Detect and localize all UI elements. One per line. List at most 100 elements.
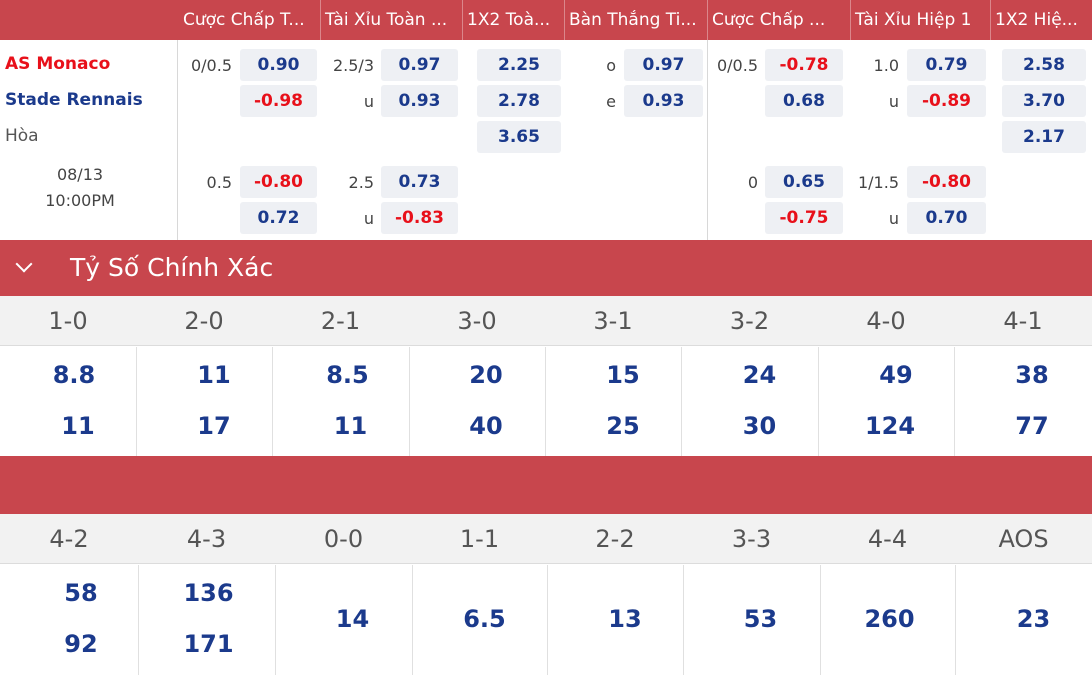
score-home-odd[interactable]: 8.5 (326, 361, 369, 389)
h1-handicap-away-odd[interactable]: 0.68 (765, 85, 843, 117)
score-label: 3-1 (593, 307, 633, 335)
col-handicap-full[interactable]: Cược Chấp T... (183, 10, 305, 30)
score-home-odd[interactable]: 8.8 (52, 361, 96, 389)
odds-header: Cược Chấp T... Tài Xỉu Toàn ... 1X2 Toà.… (0, 0, 1092, 40)
score-home-odd[interactable]: 24 (742, 361, 777, 389)
under-label-alt: u (363, 209, 374, 228)
score-away-odd[interactable]: 11 (333, 412, 368, 440)
score-label: 4-2 (49, 525, 89, 553)
score-away-odd[interactable]: 77 (1015, 412, 1049, 440)
header-divider (564, 0, 565, 40)
header-divider (990, 0, 991, 40)
score-away-odd[interactable]: 124 (864, 412, 916, 440)
h1-under-odd-alt[interactable]: 0.70 (907, 202, 986, 234)
score-home-odd[interactable]: 38 (1015, 361, 1049, 389)
away-team-name[interactable]: Stade Rennais (5, 90, 143, 110)
score-home-odd[interactable]: 20 (469, 361, 503, 389)
score-away-odd[interactable]: 25 (606, 412, 640, 440)
handicap-line-alt: 0.5 (206, 173, 232, 192)
score-label: AOS (998, 525, 1049, 553)
handicap-home-odd[interactable]: 0.90 (240, 49, 317, 81)
score-away-odd[interactable]: 40 (469, 412, 503, 440)
1x2-home-odd[interactable]: 2.25 (477, 49, 561, 81)
h1-1x2-draw-odd[interactable]: 2.17 (1002, 121, 1086, 153)
score-label: 1-0 (48, 307, 88, 335)
match-date: 08/13 (56, 165, 104, 184)
correct-score-row-1-body: 8.8 11 8.5 20 15 24 49 38 11 17 11 40 25… (0, 347, 1092, 456)
score-label: 1-1 (459, 525, 500, 553)
score-home-odd[interactable]: 11 (197, 361, 231, 389)
score-home-odd[interactable]: 136 (183, 579, 234, 607)
h1-handicap-line: 0/0.5 (716, 56, 758, 75)
h1-over-odd-alt[interactable]: -0.80 (907, 166, 986, 198)
h1-handicap-home-odd-alt[interactable]: 0.65 (765, 166, 843, 198)
score-label: 4-1 (1003, 307, 1043, 335)
score-away-odd[interactable]: 11 (61, 412, 95, 440)
odd-goals-odd[interactable]: 0.97 (624, 49, 703, 81)
col-1x2-full[interactable]: 1X2 Toà... (467, 10, 551, 30)
match-time: 10:00PM (45, 191, 115, 210)
score-draw-odd[interactable]: 14 (335, 605, 370, 633)
score-label: 2-1 (320, 307, 361, 335)
header-divider (850, 0, 851, 40)
score-draw-odd[interactable]: 53 (743, 605, 778, 633)
score-home-odd[interactable]: 58 (64, 579, 98, 607)
col-odd-even[interactable]: Bàn Thắng Ti... (569, 10, 697, 30)
correct-score-row-1-head: 1-0 2-0 2-1 3-0 3-1 3-2 4-0 4-1 (0, 296, 1092, 346)
handicap-away-odd[interactable]: -0.98 (240, 85, 317, 117)
over-under-line: 2.5/3 (332, 56, 374, 75)
over-odd-alt[interactable]: 0.73 (381, 166, 458, 198)
handicap-line: 0/0.5 (190, 56, 232, 75)
odd-label: o (606, 56, 616, 75)
score-away-odd[interactable]: 171 (183, 630, 234, 658)
col-handicap-h1[interactable]: Cược Chấp ... (712, 10, 826, 30)
h1-1x2-away-odd[interactable]: 3.70 (1002, 85, 1086, 117)
h1-handicap-line-alt: 0 (747, 173, 758, 192)
1x2-away-odd[interactable]: 2.78 (477, 85, 561, 117)
under-odd[interactable]: 0.93 (381, 85, 458, 117)
score-label: 3-2 (729, 307, 770, 335)
h1-1x2-home-odd[interactable]: 2.58 (1002, 49, 1086, 81)
col-over-under-full[interactable]: Tài Xỉu Toàn ... (325, 10, 448, 30)
col-over-under-h1[interactable]: Tài Xỉu Hiệp 1 (855, 10, 972, 30)
score-label: 4-3 (186, 525, 227, 553)
h1-handicap-away-odd-alt[interactable]: -0.75 (765, 202, 843, 234)
home-team-name[interactable]: AS Monaco (5, 54, 111, 74)
correct-score-header[interactable]: Tỷ Số Chính Xác (0, 240, 1092, 296)
handicap-home-odd-alt[interactable]: -0.80 (240, 166, 317, 198)
handicap-away-odd-alt[interactable]: 0.72 (240, 202, 317, 234)
header-divider (320, 0, 321, 40)
score-away-odd[interactable]: 17 (197, 412, 231, 440)
h1-under-label: u (888, 92, 899, 111)
score-label: 0-0 (323, 525, 364, 553)
score-draw-odd[interactable]: 260 (864, 605, 915, 633)
section-divider-band (0, 456, 1092, 514)
over-under-line-alt: 2.5 (348, 173, 374, 192)
header-divider (707, 0, 708, 40)
under-odd-alt[interactable]: -0.83 (381, 202, 458, 234)
score-label: 3-0 (457, 307, 497, 335)
col-1x2-h1[interactable]: 1X2 Hiệ... (995, 10, 1078, 30)
score-away-odd[interactable]: 30 (742, 412, 777, 440)
score-label: 3-3 (731, 525, 772, 553)
even-goals-odd[interactable]: 0.93 (624, 85, 703, 117)
score-draw-odd[interactable]: 6.5 (463, 605, 506, 633)
chevron-down-icon[interactable] (15, 255, 33, 273)
score-away-odd[interactable]: 92 (64, 630, 98, 658)
score-home-odd[interactable]: 49 (879, 361, 913, 389)
1x2-draw-odd[interactable]: 3.65 (477, 121, 561, 153)
header-divider (462, 0, 463, 40)
score-draw-odd[interactable]: 13 (608, 605, 642, 633)
score-label: 4-4 (867, 525, 908, 553)
score-label: 4-0 (866, 307, 906, 335)
h1-under-odd[interactable]: -0.89 (907, 85, 986, 117)
any-other-score-odd[interactable]: 23 (1016, 605, 1051, 633)
h1-over-odd[interactable]: 0.79 (907, 49, 986, 81)
h1-handicap-home-odd[interactable]: -0.78 (765, 49, 843, 81)
h1-over-under-line-alt: 1/1.5 (857, 173, 899, 192)
score-home-odd[interactable]: 15 (606, 361, 640, 389)
over-odd[interactable]: 0.97 (381, 49, 458, 81)
correct-score-row-2-body: 58 136 92 171 14 6.5 13 53 260 23 (0, 565, 1092, 675)
h1-over-under-line: 1.0 (873, 56, 899, 75)
column-divider (177, 40, 178, 240)
